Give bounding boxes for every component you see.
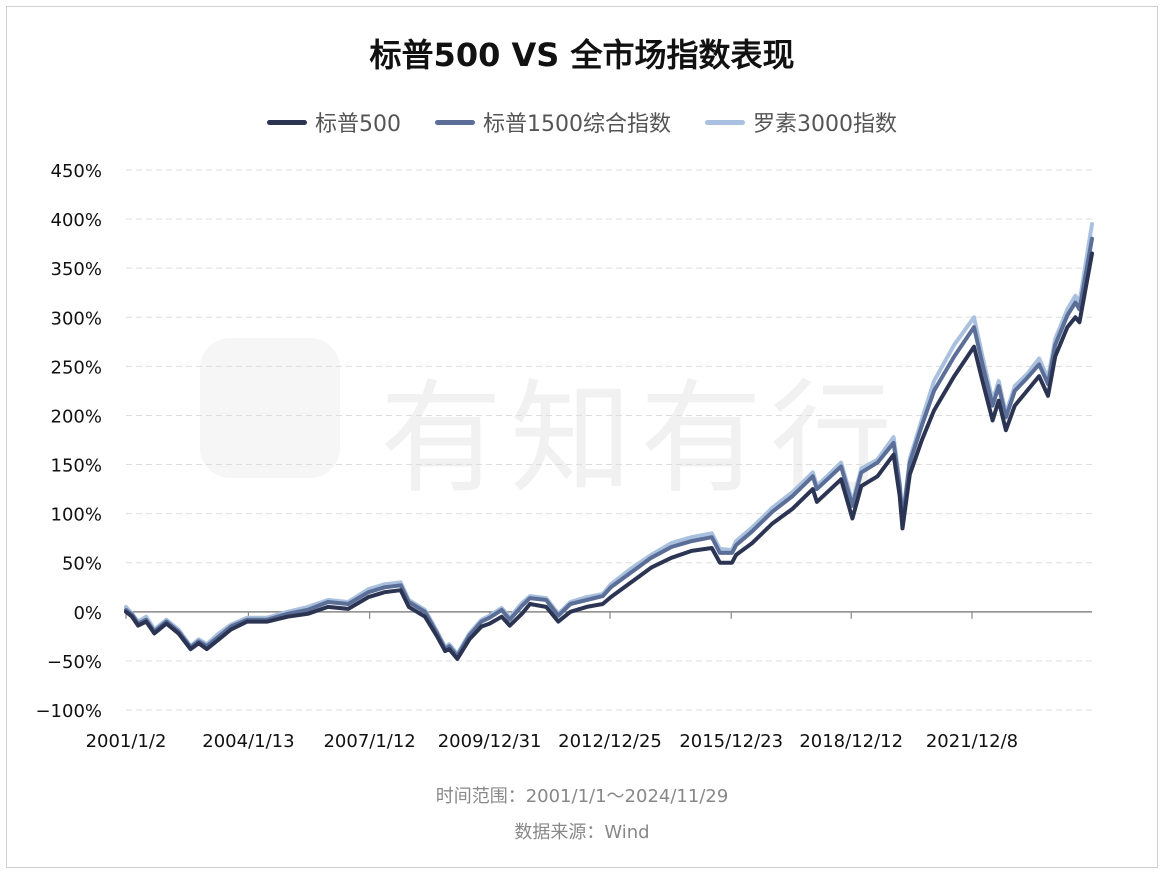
x-tick-label: 2021/12/8 [926, 731, 1018, 752]
legend-item-russell3000: 罗素3000指数 [705, 106, 897, 138]
y-tick-label: 400% [51, 210, 102, 231]
y-tick-label: 150% [51, 456, 102, 477]
x-tick-label: 2018/12/12 [799, 731, 903, 752]
legend-swatch-russell3000 [705, 119, 745, 125]
series-line-sp1500 [124, 236, 1094, 658]
y-tick-label: −50% [47, 652, 102, 673]
y-tick-label: −100% [35, 701, 102, 722]
chart-title: 标普500 VS 全市场指数表现 [369, 36, 795, 74]
x-tick-label: 2009/12/31 [438, 731, 542, 752]
x-tick-label: 2004/1/13 [202, 731, 294, 752]
legend-label-russell3000: 罗素3000指数 [753, 112, 897, 137]
footer-source: 数据来源：Wind [514, 822, 650, 843]
x-tick-label: 2001/1/2 [86, 731, 167, 752]
y-tick-label: 0% [73, 603, 102, 624]
y-tick-label: 350% [51, 259, 102, 280]
series-line-sp500 [124, 251, 1094, 661]
legend: 标普500 标普1500综合指数 罗素3000指数 [0, 106, 1164, 138]
x-tick-label: 2012/12/25 [558, 731, 662, 752]
x-tick-label: 2007/1/12 [323, 731, 415, 752]
x-tick-label: 2015/12/23 [679, 731, 783, 752]
legend-item-sp1500: 标普1500综合指数 [435, 106, 671, 138]
y-tick-label: 250% [51, 357, 102, 378]
legend-label-sp1500: 标普1500综合指数 [483, 112, 671, 137]
y-tick-label: 450% [51, 161, 102, 182]
y-tick-label: 100% [51, 505, 102, 526]
legend-swatch-sp1500 [435, 119, 475, 125]
footer-range: 时间范围：2001/1/1～2024/11/29 [435, 786, 729, 807]
chart-frame [6, 6, 1158, 868]
y-tick-label: 300% [51, 308, 102, 329]
legend-label-sp500: 标普500 [315, 112, 401, 137]
legend-item-sp500: 标普500 [267, 106, 401, 138]
y-tick-label: 50% [62, 554, 102, 575]
y-tick-label: 200% [51, 406, 102, 427]
legend-swatch-sp500 [267, 119, 307, 125]
